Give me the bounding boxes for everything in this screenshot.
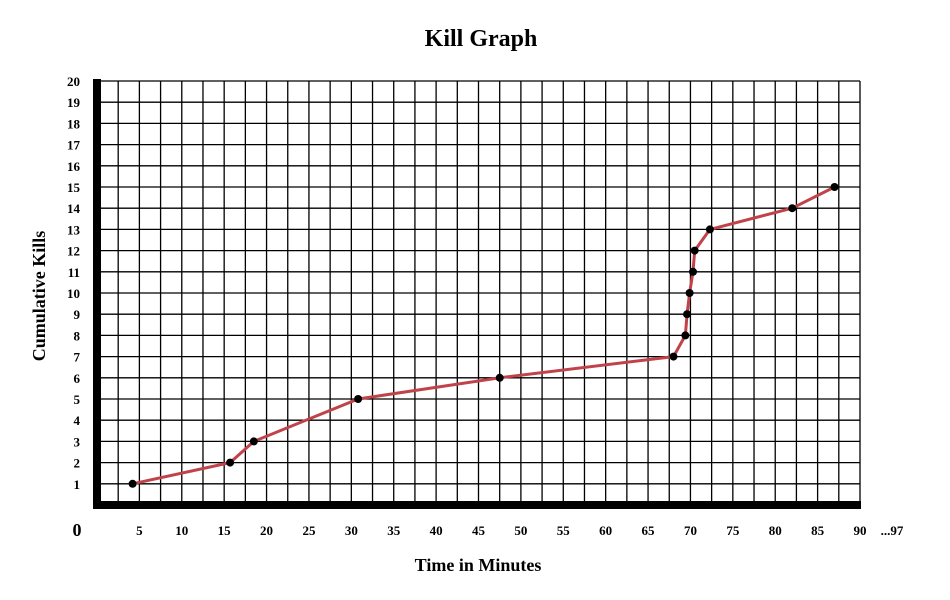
grid <box>97 80 861 505</box>
data-point <box>226 458 235 467</box>
data-point <box>685 289 694 297</box>
x-tick-label: 70 <box>684 523 697 538</box>
y-tick-label: 14 <box>67 201 81 216</box>
x-tick-label: 10 <box>175 523 188 538</box>
data-point <box>128 479 137 488</box>
axes <box>93 79 861 509</box>
x-tick-label: 35 <box>387 523 401 538</box>
y-tick-label: 6 <box>74 371 81 386</box>
data-point <box>669 352 678 361</box>
x-tick-label: 80 <box>769 523 782 538</box>
data-point <box>354 395 363 403</box>
y-tick-label: 3 <box>74 434 81 449</box>
y-tick-label: 9 <box>74 307 81 322</box>
x-axis-end-label: ...97 <box>881 523 904 538</box>
y-tick-label: 2 <box>74 456 81 471</box>
x-tick-label: 50 <box>514 523 527 538</box>
x-tick-label: 85 <box>811 523 825 538</box>
x-tick-label: 25 <box>302 523 316 538</box>
origin-label: 0 <box>73 520 82 540</box>
series <box>128 183 839 488</box>
data-point <box>249 437 258 446</box>
y-tick-label: 5 <box>74 392 81 407</box>
y-tick-label: 13 <box>67 222 81 237</box>
y-tick-label: 7 <box>74 350 81 365</box>
y-tick-label: 17 <box>67 138 81 153</box>
x-tick-label: 65 <box>642 523 656 538</box>
y-tick-label: 11 <box>68 265 80 280</box>
data-point <box>705 225 714 234</box>
x-tick-label: 30 <box>345 523 358 538</box>
data-point <box>830 183 839 191</box>
y-tick-label: 16 <box>67 159 81 174</box>
y-tick-label: 8 <box>74 328 81 343</box>
x-tick-label: 60 <box>599 523 612 538</box>
x-tick-labels: 5 10 15 20 25 30 35 40 45 50 55 60 65 70 75 80 85 90 <box>136 523 866 538</box>
series-line <box>131 185 837 486</box>
y-tick-label: 18 <box>67 116 81 131</box>
data-point <box>690 246 699 255</box>
x-tick-label: 55 <box>557 523 571 538</box>
data-point <box>681 331 690 340</box>
x-axis-label: Time in Minutes <box>415 555 542 575</box>
data-point <box>788 204 797 213</box>
y-tick-label: 4 <box>74 413 81 428</box>
x-tick-label: 40 <box>430 523 443 538</box>
chart-title: Kill Graph <box>425 26 538 52</box>
y-axis-label: Cumulative Kills <box>29 231 49 362</box>
x-tick-label: 15 <box>218 523 232 538</box>
x-tick-label: 75 <box>726 523 740 538</box>
data-point <box>683 310 692 319</box>
x-tick-label: 5 <box>136 523 143 538</box>
data-point <box>495 373 504 382</box>
x-tick-label: 90 <box>854 523 867 538</box>
x-tick-label: 20 <box>260 523 273 538</box>
y-tick-label: 19 <box>67 95 81 110</box>
y-tick-label: 15 <box>67 180 81 195</box>
x-tick-label: 45 <box>472 523 486 538</box>
y-tick-label: 10 <box>67 286 80 301</box>
y-tick-label: 12 <box>67 244 80 259</box>
y-tick-label: 20 <box>67 74 80 89</box>
y-tick-label: 1 <box>74 477 81 492</box>
data-point <box>688 267 697 276</box>
